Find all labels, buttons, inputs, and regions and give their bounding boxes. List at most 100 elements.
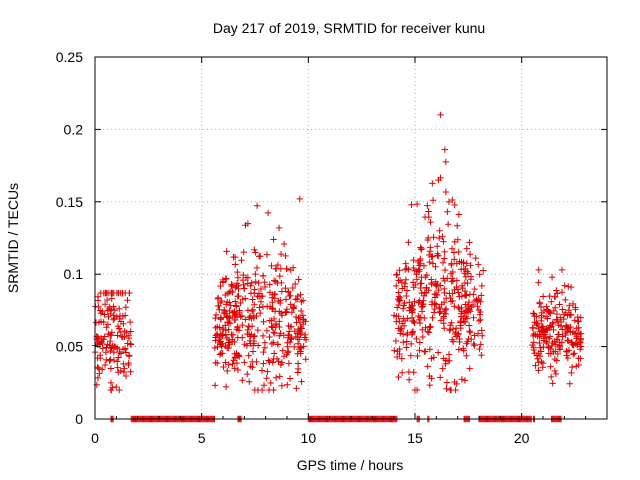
data-point [403,287,411,294]
data-point [226,320,234,327]
data-point [454,236,462,243]
data-point [413,335,420,343]
y-tick-label: 0.2 [64,121,84,137]
data-point [248,279,255,287]
data-point [469,301,477,309]
data-point [530,344,537,351]
data-point [294,292,302,300]
data-point [426,372,433,380]
data-point [475,317,483,325]
data-point [223,248,230,255]
data-point [251,386,259,394]
data-point [411,319,418,326]
data-point [244,330,251,338]
data-point [565,324,573,331]
data-point [229,312,237,320]
data-point [440,324,448,332]
data-point [106,357,113,365]
data-point [100,318,107,326]
data-point [122,304,130,311]
data-point [410,256,417,264]
y-tick-label: 0.05 [56,339,83,355]
data-point [245,352,252,359]
data-point [448,336,456,343]
data-point [436,227,443,234]
data-point [533,322,541,329]
data-point [436,304,443,311]
data-point [276,373,283,380]
data-point [231,365,238,372]
data-point [301,334,308,341]
data-point [464,270,472,277]
data-point [263,251,271,258]
y-tick-label: 0.1 [64,266,84,282]
data-point [443,385,450,392]
data-point [224,290,232,297]
data-point [417,260,424,267]
data-point [249,358,256,366]
data-point [258,386,266,394]
data-point [235,292,242,300]
data-point [261,278,268,286]
data-point [556,339,563,346]
data-point [442,158,450,166]
data-point [216,339,224,346]
data-point [429,314,436,321]
data-point [239,321,246,329]
data-point [457,310,465,317]
data-point [451,378,458,386]
data-point [95,364,102,372]
data-point [103,344,110,351]
data-point [223,310,230,317]
data-point [392,337,400,345]
data-point [443,379,451,386]
data-point [241,285,248,292]
data-point [536,339,543,347]
data-point [548,342,555,350]
data-point [399,331,407,338]
data-point [272,278,279,285]
data-point [419,333,427,341]
data-point [448,319,455,326]
data-point [278,279,285,287]
data-point [405,376,413,383]
data-point [440,238,447,245]
data-point [240,281,247,288]
data-point [565,337,572,345]
data-point [441,289,448,297]
y-tick-label: 0 [75,411,83,427]
data-point [266,281,273,288]
data-point [249,296,256,303]
data-point [117,350,125,357]
data-point [539,363,546,371]
data-point [465,298,473,306]
data-point [564,325,572,332]
data-point [282,252,289,260]
data-point [217,338,224,345]
data-point [571,350,578,357]
data-point [568,363,576,371]
data-point [472,254,479,262]
plot-frame [94,56,608,420]
data-point [110,349,118,356]
data-point [297,307,305,315]
data-point [478,327,485,334]
data-point [560,315,567,323]
data-point [476,345,483,353]
data-point [213,323,221,330]
data-point [462,318,469,326]
data-point [107,332,115,339]
data-point [121,365,128,372]
data-point [246,313,254,320]
data-point [407,352,415,359]
data-point [445,198,453,206]
data-point [254,342,262,349]
data-point [242,295,249,302]
data-point [257,298,265,305]
data-point [546,292,553,300]
data-point [413,271,420,278]
data-point [120,360,127,368]
data-point [287,301,294,308]
data-point [577,314,584,321]
data-point [572,304,579,311]
